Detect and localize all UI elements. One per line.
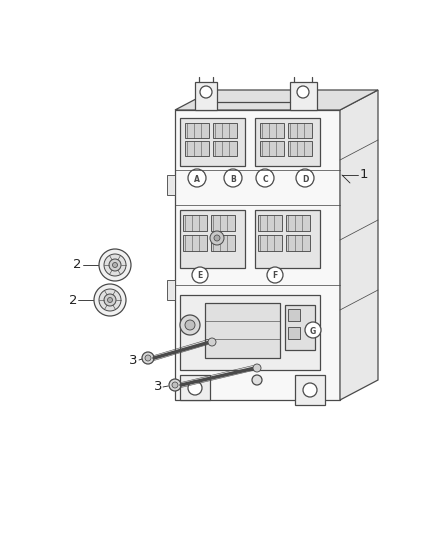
- Circle shape: [252, 375, 262, 385]
- Text: B: B: [230, 174, 236, 183]
- Circle shape: [297, 86, 309, 98]
- Bar: [288, 309, 300, 321]
- Circle shape: [267, 267, 283, 283]
- Bar: [180, 375, 210, 400]
- Circle shape: [169, 379, 181, 391]
- Bar: [167, 280, 175, 300]
- Bar: [213, 141, 237, 156]
- Circle shape: [296, 169, 314, 187]
- Bar: [183, 215, 207, 231]
- Circle shape: [208, 338, 216, 346]
- Circle shape: [180, 315, 200, 335]
- Text: 3: 3: [128, 353, 137, 367]
- Bar: [295, 375, 325, 405]
- Bar: [183, 235, 207, 251]
- Text: 2: 2: [68, 294, 77, 306]
- Text: 2: 2: [74, 259, 82, 271]
- Bar: [290, 82, 317, 110]
- Circle shape: [107, 297, 113, 303]
- Bar: [288, 141, 312, 156]
- Bar: [286, 215, 310, 231]
- Circle shape: [253, 364, 261, 372]
- Polygon shape: [340, 90, 378, 400]
- Circle shape: [224, 169, 242, 187]
- Circle shape: [188, 381, 202, 395]
- Bar: [258, 235, 282, 251]
- Bar: [180, 295, 320, 370]
- Bar: [258, 215, 282, 231]
- Circle shape: [188, 169, 206, 187]
- Circle shape: [303, 383, 317, 397]
- Circle shape: [104, 254, 126, 276]
- Bar: [167, 175, 175, 195]
- Bar: [185, 141, 209, 156]
- Bar: [175, 110, 340, 400]
- Bar: [195, 82, 217, 110]
- Circle shape: [145, 355, 151, 361]
- Circle shape: [104, 294, 116, 306]
- Bar: [260, 141, 284, 156]
- Bar: [255, 210, 320, 268]
- Bar: [285, 305, 315, 350]
- Circle shape: [200, 86, 212, 98]
- Circle shape: [109, 259, 121, 271]
- Text: D: D: [302, 174, 308, 183]
- Circle shape: [210, 231, 224, 245]
- Text: E: E: [198, 271, 203, 280]
- Bar: [255, 118, 320, 166]
- Bar: [185, 123, 209, 138]
- Bar: [286, 235, 310, 251]
- Text: G: G: [310, 327, 316, 335]
- Text: A: A: [194, 174, 200, 183]
- Circle shape: [192, 267, 208, 283]
- Bar: [288, 123, 312, 138]
- Bar: [180, 210, 245, 268]
- Circle shape: [305, 322, 321, 338]
- Bar: [211, 235, 235, 251]
- Text: 1: 1: [360, 168, 368, 182]
- Bar: [213, 123, 237, 138]
- Bar: [211, 215, 235, 231]
- Bar: [260, 123, 284, 138]
- Text: C: C: [262, 174, 268, 183]
- Circle shape: [99, 289, 121, 311]
- Text: 3: 3: [153, 381, 162, 393]
- Circle shape: [142, 352, 154, 364]
- Bar: [180, 118, 245, 166]
- Polygon shape: [175, 90, 378, 110]
- Bar: [205, 303, 280, 358]
- Circle shape: [172, 382, 178, 388]
- Circle shape: [185, 320, 195, 330]
- Bar: [288, 327, 300, 339]
- Text: F: F: [272, 271, 278, 280]
- Circle shape: [113, 262, 117, 268]
- Circle shape: [94, 284, 126, 316]
- Circle shape: [214, 235, 220, 241]
- Circle shape: [256, 169, 274, 187]
- Circle shape: [99, 249, 131, 281]
